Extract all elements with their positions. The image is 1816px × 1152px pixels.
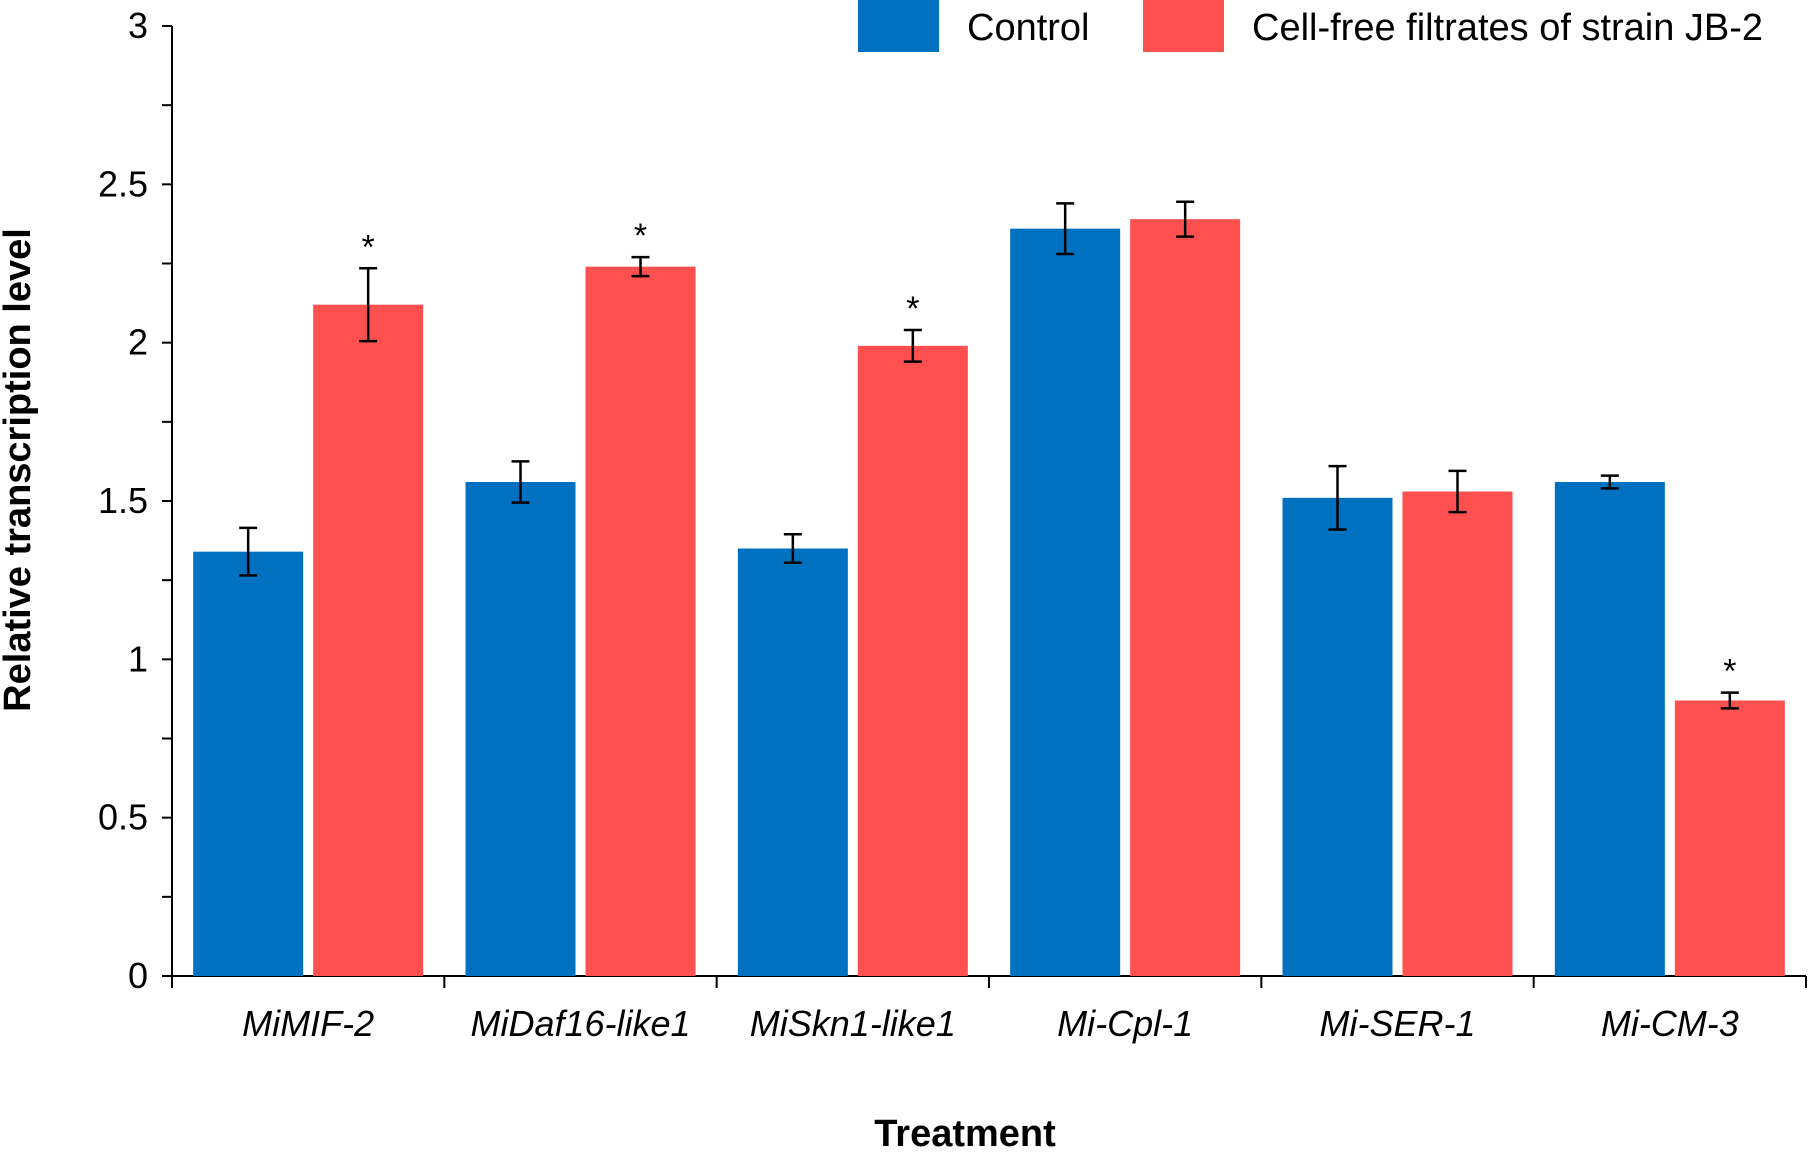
- x-category-label: Mi-CM-3: [1601, 1003, 1739, 1044]
- legend-label: Control: [967, 7, 1090, 49]
- x-category-label: Mi-Cpl-1: [1057, 1003, 1193, 1044]
- legend-swatch: [1143, 0, 1224, 52]
- y-axis: 0 0.5 1 1.5 2 2.5 3: [98, 5, 173, 996]
- bars: [193, 219, 1785, 977]
- y-axis-title: Relative transcription level: [0, 228, 39, 712]
- bar: [1554, 482, 1665, 976]
- bar: [1282, 497, 1393, 976]
- y-tick-label: 0: [128, 955, 148, 996]
- bar: [857, 345, 968, 976]
- legend-swatch: [858, 0, 939, 52]
- significance-asterisk: *: [362, 228, 375, 266]
- bar: [1402, 491, 1513, 976]
- bar: [1674, 700, 1785, 976]
- y-tick-label: 3: [128, 5, 148, 46]
- y-tick-label: 2.5: [98, 163, 148, 204]
- significance-marks: * * * *: [362, 217, 1737, 690]
- bar: [737, 548, 848, 976]
- y-tick-label: 1.5: [98, 480, 148, 521]
- bar: [1010, 228, 1121, 976]
- significance-asterisk: *: [1723, 653, 1736, 691]
- x-category-label: MiMIF-2: [242, 1003, 374, 1044]
- bar: [465, 482, 576, 976]
- bar: [585, 266, 696, 977]
- legend: Control Cell-free filtrates of strain JB-…: [858, 0, 1763, 52]
- legend-label: Cell-free filtrates of strain JB-2: [1252, 7, 1763, 49]
- bar: [193, 551, 304, 976]
- bar: [1130, 219, 1241, 976]
- y-tick-label: 0.5: [98, 797, 148, 838]
- bar: [313, 304, 424, 977]
- x-category-label: MiSkn1-like1: [750, 1003, 956, 1044]
- x-category-label: Mi-SER-1: [1319, 1003, 1475, 1044]
- y-tick-label: 1: [128, 638, 148, 679]
- x-axis-title: Treatment: [874, 1113, 1056, 1152]
- error-bars: [239, 200, 1739, 710]
- x-category-label: MiDaf16-like1: [470, 1003, 690, 1044]
- significance-asterisk: *: [906, 290, 919, 328]
- x-axis: MiMIF-2 MiDaf16-like1 MiSkn1-like1 Mi-Cpl-1…: [171, 975, 1807, 1044]
- y-tick-label: 2: [128, 322, 148, 363]
- significance-asterisk: *: [634, 217, 647, 255]
